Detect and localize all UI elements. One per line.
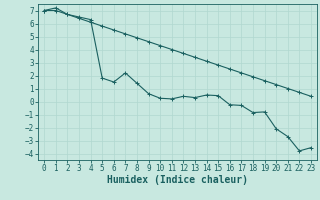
X-axis label: Humidex (Indice chaleur): Humidex (Indice chaleur) (107, 175, 248, 185)
